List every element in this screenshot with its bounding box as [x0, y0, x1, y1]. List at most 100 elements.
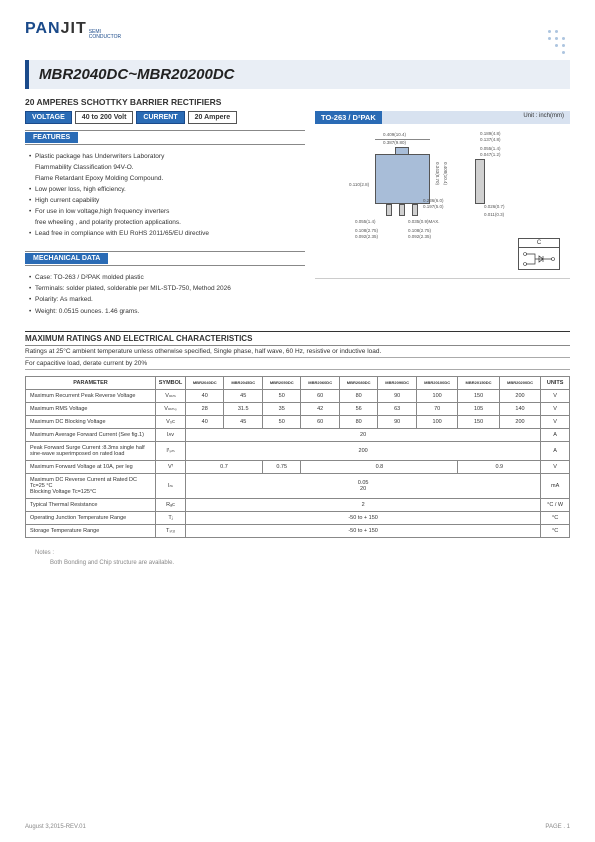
table-cell: 20 [186, 428, 541, 441]
table-cell: 0.7 [186, 460, 263, 473]
table-cell: -50 to + 150 [186, 511, 541, 524]
table-header: MBR20150DC [458, 376, 499, 389]
ratings-note-2: For capacitive load, derate current by 2… [25, 358, 570, 370]
table-cell: Rₐᴄ [156, 498, 186, 511]
dim-label: 0.047(1.2) [480, 152, 501, 157]
package-tab [395, 147, 409, 154]
table-cell: 63 [378, 402, 416, 415]
package-name: TO-263 / D²PAK [315, 111, 382, 124]
logo-pan: PAN [25, 20, 61, 38]
table-cell: 50 [262, 415, 300, 428]
package-header: TO-263 / D²PAK Unit : inch(mm) [315, 111, 570, 124]
page-footer: August 3,2015-REV.01 PAGE . 1 [25, 824, 570, 830]
footer-page: PAGE . 1 [545, 824, 570, 830]
dim-label: 0.026(0.7) [484, 204, 505, 209]
table-body: Maximum Recurrent Peak Reverse VoltageVₘ… [26, 389, 570, 537]
package-diagram: 0.409(10.4) 0.387(9.80) 0.189(4.8) 0.137… [315, 124, 570, 279]
dim-label: 0.092(2.35) [355, 234, 378, 239]
table-cell: 45 [224, 415, 262, 428]
decorative-dots [535, 30, 565, 60]
mech-item: Weight: 0.0515 ounces. 1.46 grams. [29, 306, 305, 317]
table-header: MBR20100DC [416, 376, 457, 389]
mech-item: Polarity: As marked. [29, 294, 305, 305]
dim-label: 0.387(9.80) [383, 140, 406, 145]
table-cell: 40 [186, 415, 224, 428]
feature-item: High current capability [29, 195, 305, 206]
table-cell: 50 [262, 389, 300, 402]
table-cell: Vₘₘ [156, 389, 186, 402]
logo: PANJIT SEMICONDUCTOR [25, 20, 570, 40]
current-label: CURRENT [136, 111, 184, 124]
left-column: VOLTAGE 40 to 200 Volt CURRENT 20 Ampere… [25, 111, 305, 323]
feature-item: For use in low voltage,high frequency in… [29, 206, 305, 217]
dim-label: 0.409(10.4) [383, 132, 406, 137]
spec-row: VOLTAGE 40 to 200 Volt CURRENT 20 Ampere [25, 111, 305, 124]
feature-item: Flame Retardant Epoxy Molding Compound. [29, 173, 305, 184]
table-cell: V [541, 460, 570, 473]
circuit-label: C [519, 239, 559, 248]
dim-label: 0.197(5.0) [423, 204, 444, 209]
package-unit: Unit : inch(mm) [382, 111, 570, 124]
mech-item: Case: TO-263 / D²PAK molded plastic [29, 272, 305, 283]
table-cell: 80 [339, 415, 377, 428]
table-cell: Storage Temperature Range [26, 524, 156, 537]
table-cell: A [541, 428, 570, 441]
table-row: Maximum Forward Voltage at 10A, per legV… [26, 460, 570, 473]
table-cell: Maximum Average Forward Current (See fig… [26, 428, 156, 441]
table-cell: 0.9 [458, 460, 541, 473]
dim-label: 0.011(0.3) [484, 212, 504, 217]
table-cell: V₀ᴄ [156, 415, 186, 428]
table-cell: Maximum DC Reverse Current at Rated DC T… [26, 473, 156, 498]
table-header: MBR2050DC [262, 376, 300, 389]
dim-label: 0.408(10.4) [443, 162, 448, 185]
logo-jit: JIT [61, 20, 87, 38]
table-row: Maximum DC Blocking VoltageV₀ᴄ4045506080… [26, 415, 570, 428]
dim-label: 0.137(4.8) [480, 137, 501, 142]
dim-label: 0.343(8.70) [435, 162, 440, 185]
table-cell: 35 [262, 402, 300, 415]
table-header: MBR2040DC [186, 376, 224, 389]
table-cell: 200 [499, 389, 540, 402]
table-header: SYMBOL [156, 376, 186, 389]
mechanical-list: Case: TO-263 / D²PAK molded plasticTermi… [25, 270, 305, 322]
table-cell: 70 [416, 402, 457, 415]
ratings-note-1: Ratings at 25°C ambient temperature unle… [25, 346, 570, 358]
table-row: Typical Thermal ResistanceRₐᴄ2°C / W [26, 498, 570, 511]
table-cell: 31.5 [224, 402, 262, 415]
table-cell: Typical Thermal Resistance [26, 498, 156, 511]
table-header: UNITS [541, 376, 570, 389]
table-cell: 56 [339, 402, 377, 415]
dim-label: 0.110(2.8) [349, 182, 369, 187]
dim-label: 0.035(0.9)MAX. [408, 219, 440, 224]
ratings-table: PARAMETERSYMBOLMBR2040DCMBR2045DCMBR2050… [25, 376, 570, 538]
circuit-box: C [518, 238, 560, 270]
footer-notes: Notes : Both Bonding and Chip structure … [25, 548, 570, 570]
table-cell: 60 [301, 389, 339, 402]
table-row: Operating Junction Temperature RangeTⱼ-5… [26, 511, 570, 524]
table-cell: 90 [378, 415, 416, 428]
table-cell: mA [541, 473, 570, 498]
mechanical-header: MECHANICAL DATA [25, 251, 305, 266]
table-cell: Vᶠ [156, 460, 186, 473]
feature-item: free wheeling , and polarity protection … [29, 217, 305, 228]
table-cell: Maximum Forward Voltage at 10A, per leg [26, 460, 156, 473]
table-cell: 100 [416, 389, 457, 402]
table-cell: 140 [499, 402, 540, 415]
footer-date: August 3,2015-REV.01 [25, 824, 86, 830]
table-cell: 105 [458, 402, 499, 415]
table-header: MBR2045DC [224, 376, 262, 389]
table-header: PARAMETER [26, 376, 156, 389]
table-cell: Iₘ [156, 473, 186, 498]
subtitle: 20 AMPERES SCHOTTKY BARRIER RECTIFIERS [25, 97, 570, 107]
table-header: MBR2080DC [339, 376, 377, 389]
right-column: TO-263 / D²PAK Unit : inch(mm) 0.409(10.… [315, 111, 570, 323]
table-row: Maximum DC Reverse Current at Rated DC T… [26, 473, 570, 498]
table-cell: Iᴀᴠ [156, 428, 186, 441]
table-cell: -50 to + 150 [186, 524, 541, 537]
table-cell: 200 [499, 415, 540, 428]
table-cell: A [541, 441, 570, 460]
table-cell: 200 [186, 441, 541, 460]
table-cell: 45 [224, 389, 262, 402]
table-cell: 28 [186, 402, 224, 415]
table-cell: Tₛₜₒ [156, 524, 186, 537]
